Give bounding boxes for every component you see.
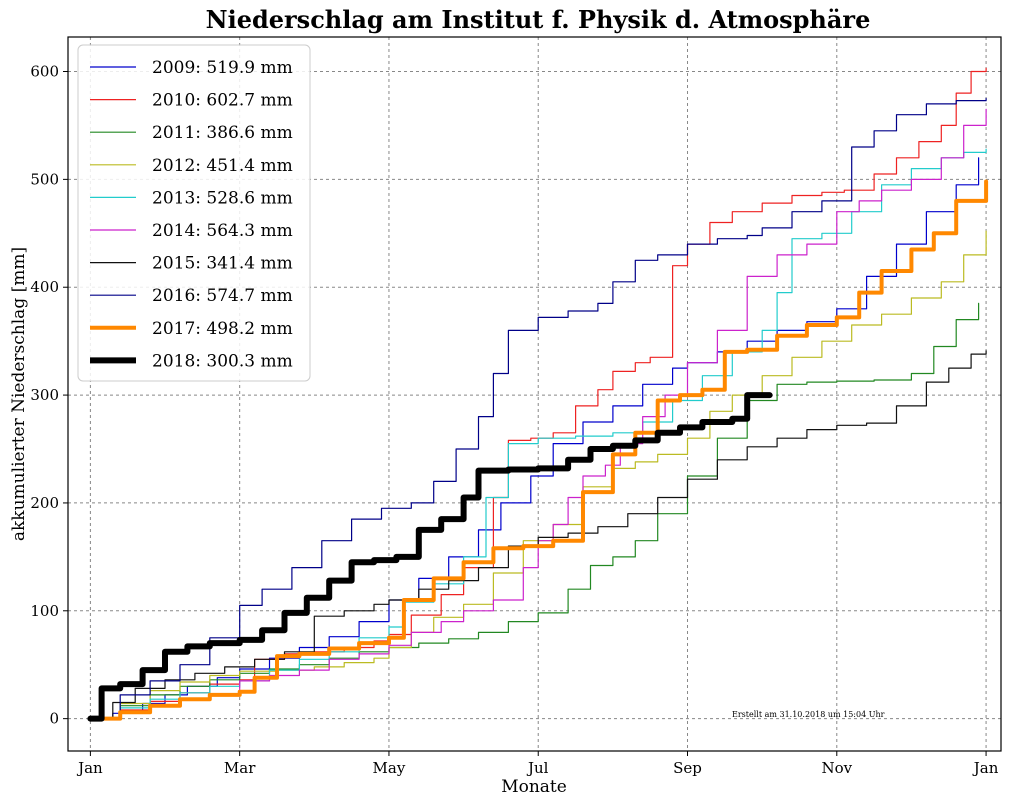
legend-box bbox=[77, 44, 311, 382]
legend-label: 2018: 300.3 mm bbox=[152, 351, 293, 371]
y-tick-label: 600 bbox=[30, 63, 59, 81]
series-line-10 bbox=[87, 392, 773, 722]
series-line-8 bbox=[89, 97, 987, 720]
x-tick-label: Nov bbox=[821, 759, 852, 777]
legend-label: 2014: 564.3 mm bbox=[152, 221, 293, 241]
legend-label: 2016: 574.7 mm bbox=[152, 286, 293, 306]
x-tick-label: May bbox=[373, 759, 406, 777]
y-tick-label: 200 bbox=[30, 494, 59, 512]
x-tick-label: Jan bbox=[972, 759, 999, 777]
chart-title: Niederschlag am Institut f. Physik d. At… bbox=[206, 5, 871, 34]
series-lines bbox=[87, 67, 989, 722]
legend: 2009: 519.9 mm 2010: 602.7 mm 2011: 386.6 … bbox=[77, 44, 311, 382]
x-tick-label: Sep bbox=[673, 759, 702, 777]
legend-label: 2015: 341.4 mm bbox=[152, 254, 293, 274]
legend-label: 2013: 528.6 mm bbox=[152, 188, 293, 208]
legend-label: 2010: 602.7 mm bbox=[152, 91, 293, 111]
creation-note: Erstellt am 31.10.2018 um 15:04 Uhr bbox=[732, 710, 885, 719]
axis-ticks: Jan Mar May Jul Sep Nov Jan 0 100 200 300 400 500 600 bbox=[30, 63, 998, 777]
y-tick-label: 300 bbox=[30, 386, 59, 404]
series-line-9 bbox=[88, 179, 989, 721]
y-tick-label: 400 bbox=[30, 278, 59, 296]
x-axis-label: Monate bbox=[501, 777, 567, 797]
series-line-7 bbox=[89, 350, 987, 720]
x-tick-label: Jul bbox=[526, 759, 549, 777]
legend-label: 2012: 451.4 mm bbox=[152, 156, 293, 176]
y-tick-label: 0 bbox=[49, 710, 59, 728]
y-axis-label: akkumulierter Niederschlag [mm] bbox=[9, 247, 29, 541]
x-tick-label: Jan bbox=[76, 759, 103, 777]
plot-frame bbox=[67, 36, 1002, 752]
legend-label: 2017: 498.2 mm bbox=[152, 319, 293, 339]
series-line-3 bbox=[89, 302, 980, 720]
x-tick-label: Mar bbox=[224, 759, 256, 777]
legend-label: 2009: 519.9 mm bbox=[152, 58, 293, 78]
legend-label: 2011: 386.6 mm bbox=[152, 123, 293, 143]
y-tick-label: 100 bbox=[30, 602, 59, 620]
y-tick-label: 500 bbox=[30, 170, 59, 188]
